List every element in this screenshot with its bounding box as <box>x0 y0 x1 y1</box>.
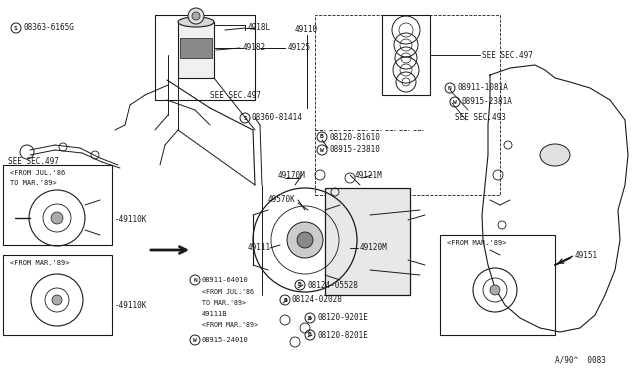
Text: B: B <box>308 315 312 321</box>
Circle shape <box>490 285 500 295</box>
Text: 49151: 49151 <box>575 250 598 260</box>
Text: 49570K: 49570K <box>268 196 296 205</box>
Bar <box>155 15 255 100</box>
Circle shape <box>297 232 313 248</box>
Text: SEE SEC.493: SEE SEC.493 <box>455 113 506 122</box>
Text: 49110: 49110 <box>295 26 318 35</box>
Text: 08915-2381A: 08915-2381A <box>462 97 513 106</box>
Text: S: S <box>243 115 247 121</box>
Bar <box>382 15 430 95</box>
Bar <box>3 255 112 335</box>
Bar <box>178 22 214 78</box>
Text: 08120-81610: 08120-81610 <box>329 132 380 141</box>
Text: 49111: 49111 <box>248 244 271 253</box>
Bar <box>325 188 410 295</box>
Text: <FROM JUL.'86: <FROM JUL.'86 <box>202 289 254 295</box>
Bar <box>315 15 500 195</box>
Text: 49111B: 49111B <box>202 311 227 317</box>
Text: -49110K: -49110K <box>115 301 147 310</box>
Text: TO MAR.'89>: TO MAR.'89> <box>10 180 57 186</box>
Text: 08911-1081A: 08911-1081A <box>457 83 508 93</box>
Circle shape <box>52 295 62 305</box>
Ellipse shape <box>178 17 214 27</box>
Text: SEE SEC.497: SEE SEC.497 <box>8 157 59 167</box>
Text: 08915-23810: 08915-23810 <box>329 145 380 154</box>
Text: W: W <box>320 148 324 153</box>
Circle shape <box>287 222 323 258</box>
Ellipse shape <box>540 144 570 166</box>
Bar <box>3 165 112 245</box>
Text: 08915-24010: 08915-24010 <box>202 337 249 343</box>
Text: B: B <box>298 282 302 288</box>
Text: 49125: 49125 <box>288 44 311 52</box>
Text: 49120M: 49120M <box>360 244 388 253</box>
Text: 08911-64010: 08911-64010 <box>202 277 249 283</box>
Bar <box>440 235 555 335</box>
Text: 08360-81414: 08360-81414 <box>252 113 303 122</box>
Text: -49110K: -49110K <box>115 215 147 224</box>
Text: SEE SEC.497: SEE SEC.497 <box>482 51 533 60</box>
Text: 08124-05528: 08124-05528 <box>307 280 358 289</box>
Text: TO MAR.'89>: TO MAR.'89> <box>202 300 246 306</box>
Text: 49121M: 49121M <box>355 170 383 180</box>
Text: W: W <box>453 99 457 105</box>
Text: 4918L: 4918L <box>248 22 271 32</box>
Text: <FROM MAR.'89>: <FROM MAR.'89> <box>447 240 506 246</box>
Text: 08120-9201E: 08120-9201E <box>317 314 368 323</box>
Text: S: S <box>14 26 18 31</box>
Circle shape <box>192 12 200 20</box>
Text: 08363-6165G: 08363-6165G <box>23 23 74 32</box>
Text: SEE SEC.497: SEE SEC.497 <box>210 90 261 99</box>
Text: B: B <box>283 298 287 302</box>
Circle shape <box>51 212 63 224</box>
Text: B: B <box>320 135 324 140</box>
Text: N: N <box>448 86 452 90</box>
Text: <FROM MAR.'89>: <FROM MAR.'89> <box>202 322 258 328</box>
Bar <box>180 38 212 58</box>
Text: 08120-8201E: 08120-8201E <box>317 330 368 340</box>
Text: <FROM MAR.'89>: <FROM MAR.'89> <box>10 260 70 266</box>
Text: 08124-02028: 08124-02028 <box>292 295 343 305</box>
Text: 49170M: 49170M <box>278 170 306 180</box>
Text: <FROM JUL.'86: <FROM JUL.'86 <box>10 170 65 176</box>
Text: W: W <box>193 337 197 343</box>
Text: A/90^  0083: A/90^ 0083 <box>555 356 606 365</box>
Text: B: B <box>308 333 312 337</box>
Text: 49182: 49182 <box>243 44 266 52</box>
Text: N: N <box>193 278 197 282</box>
Circle shape <box>188 8 204 24</box>
